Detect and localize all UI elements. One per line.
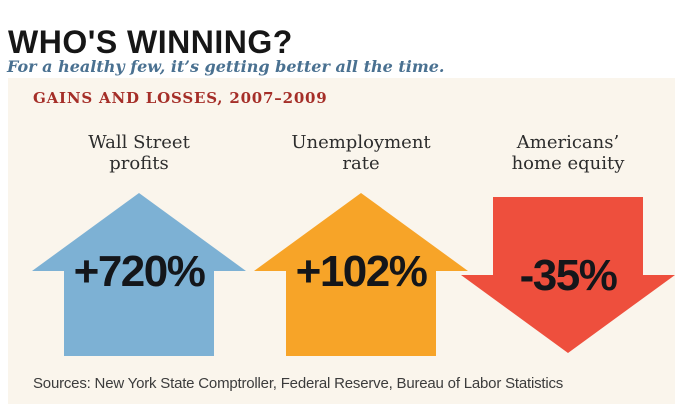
column-label: Unemployment rate	[254, 132, 468, 174]
column-label-line1: Unemployment	[291, 132, 431, 153]
column-label-line2: profits	[109, 153, 169, 174]
value-label: +102%	[295, 247, 428, 296]
up-arrow-icon	[32, 193, 246, 356]
up-arrow-icon	[254, 193, 468, 356]
up-arrow-orange: +102%	[254, 193, 468, 356]
page-title: WHO'S WINNING?	[8, 24, 293, 61]
chart-panel: GAINS AND LOSSES, 2007–2009 Wall Street …	[8, 78, 675, 404]
column-label: Wall Street profits	[32, 132, 246, 174]
column-label-line1: Americans’	[516, 132, 620, 153]
column-label-line2: home equity	[511, 153, 625, 174]
chart-heading: GAINS AND LOSSES, 2007–2009	[33, 89, 328, 107]
column-label-line1: Wall Street	[88, 132, 190, 153]
page-subtitle: For a healthy few, it’s getting better a…	[7, 57, 445, 76]
up-arrow-blue: +720%	[32, 193, 246, 356]
chart-column-wall-street: Wall Street profits +720%	[32, 78, 246, 358]
column-label-line2: rate	[342, 153, 380, 174]
down-arrow-icon	[461, 197, 675, 353]
chart-column-home-equity: Americans’ home equity -35%	[461, 78, 675, 358]
down-arrow-red: -35%	[461, 197, 675, 353]
column-label: Americans’ home equity	[461, 132, 675, 174]
sources-note: Sources: New York State Comptroller, Fed…	[33, 375, 564, 392]
value-label: -35%	[519, 251, 618, 300]
value-label: +720%	[73, 247, 206, 296]
chart-column-unemployment: Unemployment rate +102%	[254, 78, 468, 358]
